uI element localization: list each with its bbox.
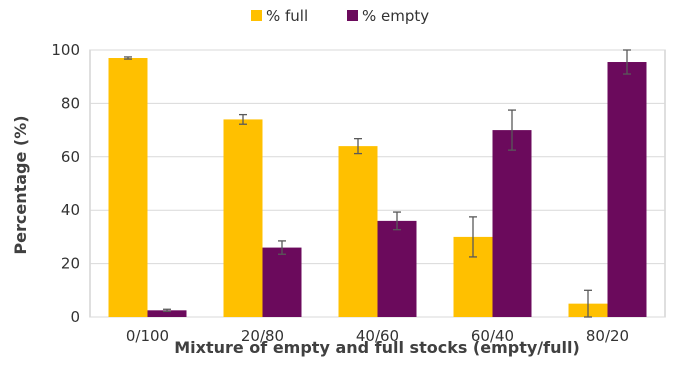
legend-swatch-empty — [347, 10, 358, 21]
error-bar-full — [354, 137, 362, 155]
y-tick-label: 100 — [51, 41, 80, 59]
legend: % full % empty — [251, 7, 429, 25]
bars — [108, 58, 647, 317]
bar-empty — [492, 130, 532, 317]
bar-full — [223, 119, 263, 317]
error-bar-full — [124, 56, 132, 60]
bar-empty — [377, 220, 417, 317]
legend-label-empty: % empty — [362, 7, 429, 25]
x-tick-label: 60/40 — [471, 327, 514, 345]
bar-empty — [607, 62, 647, 317]
y-tick-label: 40 — [61, 201, 80, 219]
error-bar-full — [584, 289, 592, 318]
x-tick-label: 20/80 — [241, 327, 284, 345]
bar-full — [108, 58, 148, 317]
error-bar-full — [239, 113, 247, 125]
y-tick-label: 20 — [61, 255, 80, 273]
y-axis-title: Percentage (%) — [11, 115, 30, 254]
legend-label-full: % full — [266, 7, 308, 25]
y-tick-label: 60 — [61, 148, 80, 166]
error-bar-empty — [163, 308, 171, 313]
bar-full — [338, 146, 378, 317]
bar-empty — [147, 310, 187, 317]
error-bar-empty — [393, 211, 401, 231]
y-tick-labels: 0 20 40 60 80 100 — [51, 41, 80, 326]
x-tick-label: 80/20 — [586, 327, 629, 345]
error-bar-empty — [623, 49, 631, 75]
x-tick-label: 0/100 — [126, 327, 169, 345]
y-tick-label: 80 — [61, 94, 80, 112]
x-axis-title: Mixture of empty and full stocks (empty/… — [174, 338, 580, 357]
legend-swatch-full — [251, 10, 262, 21]
error-bar-empty — [508, 109, 516, 151]
bar-empty — [262, 247, 302, 317]
y-tick-label: 0 — [70, 308, 80, 326]
x-tick-labels: 0/100 20/80 40/60 60/40 80/20 — [126, 327, 629, 345]
error-bar-full — [469, 216, 477, 258]
error-bar-empty — [278, 240, 286, 255]
x-tick-label: 40/60 — [356, 327, 399, 345]
error-bars — [124, 49, 631, 318]
